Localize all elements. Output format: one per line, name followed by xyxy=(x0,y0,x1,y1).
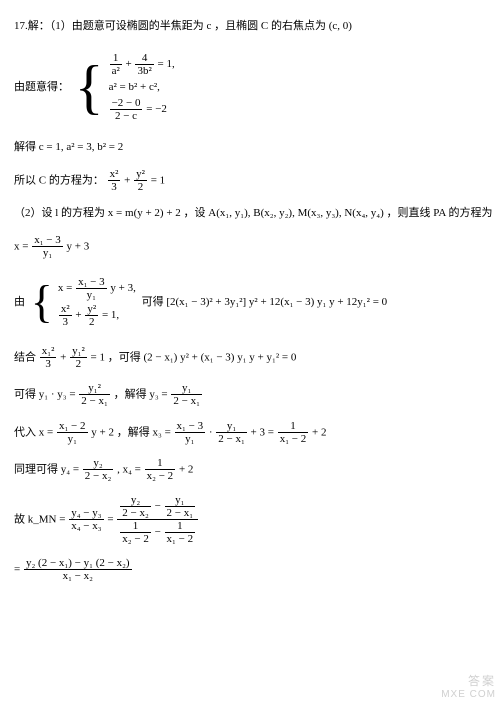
pa-line: x = x₁ − 3y₁ y + 3 xyxy=(14,234,486,259)
left-brace-icon: { xyxy=(74,49,106,126)
final-line: = y₂ (2 − x₁) − y₁ (2 − x₂)x₁ − x₂ xyxy=(14,557,486,582)
title-line: 17.解：（1）由题意可设椭圆的半焦距为 c ，且椭圆 C 的右焦点为 (c, … xyxy=(14,18,486,35)
subst-line: 代入 x = x₁ − 2y₁ y + 2 ，解得 x₃ = x₁ − 3y₁ … xyxy=(14,420,486,445)
similarly-line: 同理可得 y₄ = y₂2 − x₂ , x₄ = 1x₂ − 2 + 2 xyxy=(14,457,486,482)
ellipse-eq: 所以 C 的方程为： x²3 + y²2 = 1 xyxy=(14,168,486,193)
sys2-eq2: x²3 + y²2 = 1, xyxy=(58,303,136,328)
left-brace-icon: { xyxy=(30,273,55,331)
sys1-brace: { 1a² + 43b² = 1, a² = b² + c², −2 − 02 … xyxy=(72,47,178,128)
combine-line: 结合 x₁²3 + y₁²2 = 1 ，可得 (2 − x₁) y² + (x₁… xyxy=(14,345,486,370)
kmn-big-frac: y₂2 − x₂ − y₁2 − x₁ 1x₂ − 2 − 1x₁ − 2 xyxy=(117,494,198,545)
solution-body: 17.解：（1）由题意可设椭圆的半焦距为 c ，且椭圆 C 的右焦点为 (c, … xyxy=(0,0,500,604)
sys2-brace: { x = x₁ − 3y₁ y + 3, x²3 + y²2 = 1, xyxy=(28,271,139,333)
solve-1: 解得 c = 1, a² = 3, b² = 2 xyxy=(14,139,486,156)
sys2-result: 可得 [2(x₁ − 3)² + 3y₁²] y² + 12(x₁ − 3) y… xyxy=(142,296,388,308)
watermark-text-2: MXE COM xyxy=(441,689,496,700)
sys2-eq1: x = x₁ − 3y₁ y + 3, xyxy=(58,276,136,301)
sys1-eq2: a² = b² + c², xyxy=(109,79,175,96)
part2-lead: （2）设 l 的方程为 x = m(y + 2) + 2 ，设 A(x₁, y₁… xyxy=(14,205,486,222)
sys1-lead: 由题意得： xyxy=(14,81,69,93)
kmn-line: 故 k_MN = y₄ − y₃x₄ − x₃ = y₂2 − x₂ − y₁2… xyxy=(14,494,486,545)
system-1: 由题意得： { 1a² + 43b² = 1, a² = b² + c², −2… xyxy=(14,47,486,128)
watermark: 答案 MXE COM xyxy=(441,672,496,700)
y1y3-line: 可得 y₁ · y₃ = y₁²2 − x₁ ，解得 y₃ = y₁2 − x₁ xyxy=(14,382,486,407)
watermark-text-1: 答案 xyxy=(441,672,496,689)
system-2: 由 { x = x₁ − 3y₁ y + 3, x²3 + y²2 = 1, 可… xyxy=(14,271,486,333)
sys1-eq1: 1a² + 43b² = 1, xyxy=(109,52,175,77)
sys1-eq3: −2 − 02 − c = −2 xyxy=(109,97,175,122)
